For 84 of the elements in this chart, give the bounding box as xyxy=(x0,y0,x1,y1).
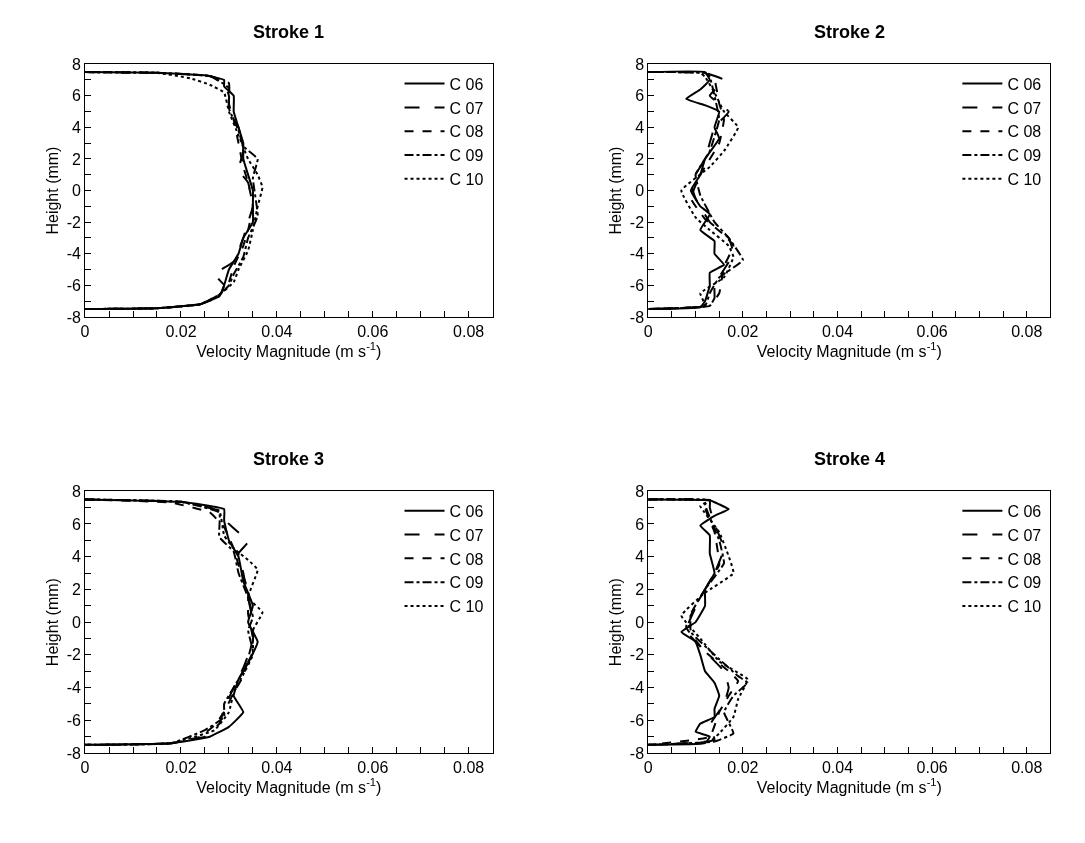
x-tick-label: 0.04 xyxy=(821,759,854,777)
chart-title: Stroke 4 xyxy=(814,449,886,469)
legend-label: C 08 xyxy=(1007,123,1042,141)
y-tick-label: 6 xyxy=(635,87,645,105)
x-tick-label: 0.02 xyxy=(165,323,197,341)
y-tick-label: -4 xyxy=(629,245,645,263)
y-tick-label: -6 xyxy=(66,711,81,729)
legend-label: C 08 xyxy=(449,550,484,568)
legend-label: C 09 xyxy=(449,147,484,165)
y-tick-label: 0 xyxy=(635,613,645,631)
y-tick-label: -4 xyxy=(66,245,81,263)
x-tick-label: 0.08 xyxy=(1011,323,1043,341)
x-tick-label: 0.02 xyxy=(727,323,759,341)
y-axis-title: Height (mm) xyxy=(43,146,61,235)
x-tick-label: 0.02 xyxy=(165,759,197,777)
legend-label: C 09 xyxy=(1007,147,1042,165)
legend-label: C 07 xyxy=(449,526,484,544)
legend-label: C 10 xyxy=(449,598,484,616)
y-tick-label: 2 xyxy=(635,581,645,598)
y-tick-label: -2 xyxy=(66,213,81,231)
y-tick-label: 2 xyxy=(635,150,645,168)
x-tick-label: 0.04 xyxy=(261,323,293,341)
legend-label: C 10 xyxy=(1007,171,1042,189)
legend-label: C 07 xyxy=(1007,99,1042,117)
y-tick-label: 8 xyxy=(635,55,645,73)
y-tick-label: 8 xyxy=(635,482,645,500)
x-axis-title: Velocity Magnitude (m s$^{-1}$) xyxy=(196,340,382,360)
legend-label: C 08 xyxy=(1007,550,1042,568)
legend-label: C 10 xyxy=(1007,598,1042,616)
legend-label: C 07 xyxy=(449,99,484,117)
x-tick-label: 0.08 xyxy=(453,759,485,777)
y-tick-label: -4 xyxy=(66,679,81,697)
y-tick-label: 6 xyxy=(71,515,81,533)
x-axis-title: Velocity Magnitude (m s$^{-1}$) xyxy=(756,776,942,796)
y-axis-title: Height (mm) xyxy=(606,146,624,235)
legend-label: C 06 xyxy=(449,75,484,93)
y-tick-label: -2 xyxy=(629,213,645,231)
chart-title: Stroke 3 xyxy=(253,449,325,469)
x-tick-label: 0.02 xyxy=(727,759,759,777)
y-tick-label: 8 xyxy=(71,55,81,73)
x-tick-label: 0.04 xyxy=(821,323,854,341)
y-tick-label: 0 xyxy=(71,613,81,631)
legend-label: C 09 xyxy=(1007,574,1042,592)
y-tick-label: -6 xyxy=(66,276,81,294)
legend-label: C 10 xyxy=(449,171,484,189)
x-tick-label: 0.06 xyxy=(916,759,948,777)
chart-title: Stroke 1 xyxy=(253,22,325,42)
y-tick-label: -6 xyxy=(629,276,645,294)
y-tick-label: 6 xyxy=(71,87,81,105)
y-tick-label: -2 xyxy=(66,646,81,664)
x-tick-label: 0.06 xyxy=(357,323,389,341)
y-axis-title: Height (mm) xyxy=(43,578,61,667)
legend-label: C 08 xyxy=(449,123,484,141)
y-tick-label: -4 xyxy=(629,679,645,697)
y-tick-label: -2 xyxy=(629,646,645,664)
y-tick-label: 4 xyxy=(71,548,81,566)
x-axis-title: Velocity Magnitude (m s$^{-1}$) xyxy=(196,776,382,796)
y-tick-label: 0 xyxy=(635,182,645,200)
y-tick-label: 2 xyxy=(71,150,81,168)
y-axis-title: Height (mm) xyxy=(606,578,624,667)
legend-label: C 06 xyxy=(1007,502,1042,520)
y-tick-label: 4 xyxy=(635,118,645,136)
y-tick-label: -8 xyxy=(66,744,81,762)
y-tick-label: 8 xyxy=(71,482,81,500)
legend-label: C 07 xyxy=(1007,526,1042,544)
chart-title: Stroke 2 xyxy=(814,22,886,42)
x-tick-label: 0.08 xyxy=(453,323,485,341)
y-tick-label: 2 xyxy=(71,581,81,598)
x-tick-label: 0.06 xyxy=(916,323,948,341)
legend-label: C 09 xyxy=(449,574,484,592)
y-tick-label: 4 xyxy=(635,548,645,566)
y-tick-label: -8 xyxy=(629,308,645,326)
y-tick-label: -8 xyxy=(66,308,81,326)
x-tick-label: 0.04 xyxy=(261,759,293,777)
y-tick-label: 6 xyxy=(635,515,645,533)
y-tick-label: 4 xyxy=(71,118,81,136)
legend-label: C 06 xyxy=(449,502,484,520)
x-tick-label: 0.08 xyxy=(1011,759,1043,777)
y-tick-label: -6 xyxy=(629,711,645,729)
x-axis-title: Velocity Magnitude (m s$^{-1}$) xyxy=(756,340,942,360)
y-tick-label: 0 xyxy=(71,182,81,200)
x-tick-label: 0.06 xyxy=(357,759,389,777)
legend-label: C 06 xyxy=(1007,75,1042,93)
y-tick-label: -8 xyxy=(629,744,645,762)
